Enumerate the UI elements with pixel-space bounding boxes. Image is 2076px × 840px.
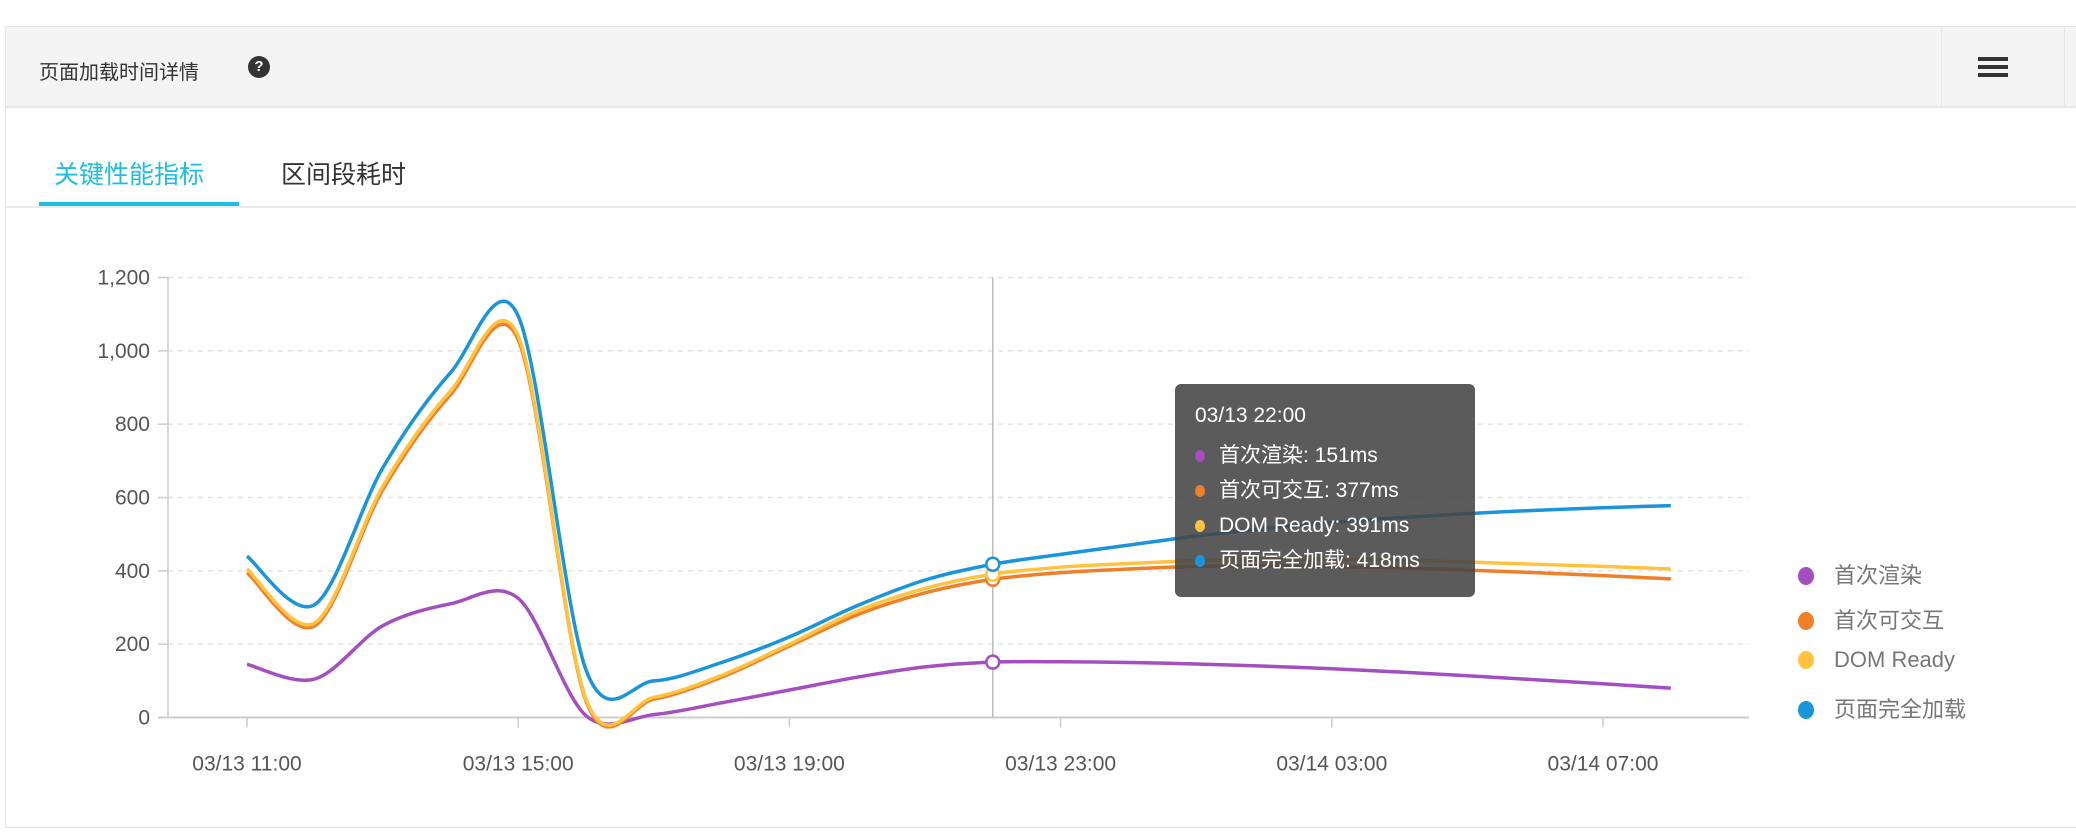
tab-key-performance[interactable]: 关键性能指标 <box>54 161 205 189</box>
series-dot-icon <box>1195 555 1205 568</box>
panel-header: 页面加载时间详情 ? <box>6 27 2076 108</box>
tooltip-value: 首次可交互: 377ms <box>1219 479 1399 502</box>
x-tick-label: 03/13 11:00 <box>192 753 301 776</box>
list-icon-line <box>1978 73 2008 77</box>
x-tick-label: 03/13 23:00 <box>1005 753 1116 776</box>
legend-label: DOM Ready <box>1834 647 1956 672</box>
page-load-time-panel: 页面加载时间详情 ? 关键性能指标 区间段耗时 <box>5 26 2076 828</box>
series-dot-icon <box>1195 485 1205 498</box>
panel-title: 页面加载时间详情 <box>39 62 199 84</box>
legend-item-full-load[interactable]: 页面完全加载 <box>1798 692 1966 737</box>
x-tick-label: 03/14 07:00 <box>1548 753 1659 776</box>
legend-dot-icon <box>1798 567 1814 585</box>
y-tick-label: 200 <box>115 633 150 656</box>
chart-legend: 首次渲染 首次可交互 DOM Ready 页面完全加载 <box>1798 558 1966 736</box>
tooltip-row: 首次可交互: 377ms <box>1195 473 1455 508</box>
x-tick-label: 03/13 19:00 <box>734 753 845 776</box>
y-tick-label: 800 <box>115 413 150 436</box>
tooltip-value: 页面完全加载: 418ms <box>1219 549 1420 572</box>
active-tab-indicator <box>39 202 239 206</box>
chart-tooltip: 03/13 22:00 首次渲染: 151ms 首次可交互: 377ms DOM… <box>1175 384 1475 597</box>
legend-item-dom-ready[interactable]: DOM Ready <box>1798 647 1966 692</box>
list-icon-line <box>1978 65 2008 69</box>
tooltip-row: DOM Ready: 391ms <box>1195 508 1455 543</box>
tooltip-row: 页面完全加载: 418ms <box>1195 543 1455 578</box>
y-tick-label: 600 <box>115 487 150 510</box>
tooltip-row: 首次渲染: 151ms <box>1195 438 1455 473</box>
question-circle-icon[interactable]: ? <box>248 56 270 78</box>
legend-dot-icon <box>1798 651 1814 669</box>
list-menu-button[interactable] <box>1941 27 2065 106</box>
legend-label: 页面完全加载 <box>1834 696 1967 722</box>
tooltip-value: DOM Ready: 391ms <box>1219 514 1410 537</box>
legend-item-first-interactive[interactable]: 首次可交互 <box>1798 603 1966 648</box>
series-dot-icon <box>1195 520 1205 533</box>
legend-label: 首次可交互 <box>1834 607 1945 633</box>
highlight-point <box>985 556 1001 572</box>
series-dot-icon <box>1195 450 1205 463</box>
x-tick-label: 03/13 15:00 <box>463 753 574 776</box>
x-tick-label: 03/14 03:00 <box>1276 753 1387 776</box>
y-tick-label: 0 <box>138 707 150 730</box>
y-tick-label: 1,000 <box>97 340 150 363</box>
legend-dot-icon <box>1798 700 1814 719</box>
tooltip-title: 03/13 22:00 <box>1195 404 1306 427</box>
series-line <box>246 589 1671 726</box>
tab-bar: 关键性能指标 区间段耗时 <box>6 108 2076 208</box>
y-tick-label: 400 <box>115 560 150 583</box>
tooltip-value: 首次渲染: 151ms <box>1219 444 1378 467</box>
highlight-point <box>985 654 1001 670</box>
legend-label: 首次渲染 <box>1834 563 1923 588</box>
legend-item-first-paint[interactable]: 首次渲染 <box>1798 558 1966 603</box>
legend-dot-icon <box>1798 611 1814 630</box>
list-icon <box>1978 57 2008 61</box>
tab-interval-duration[interactable]: 区间段耗时 <box>281 161 407 189</box>
y-tick-label: 1,200 <box>97 267 150 290</box>
